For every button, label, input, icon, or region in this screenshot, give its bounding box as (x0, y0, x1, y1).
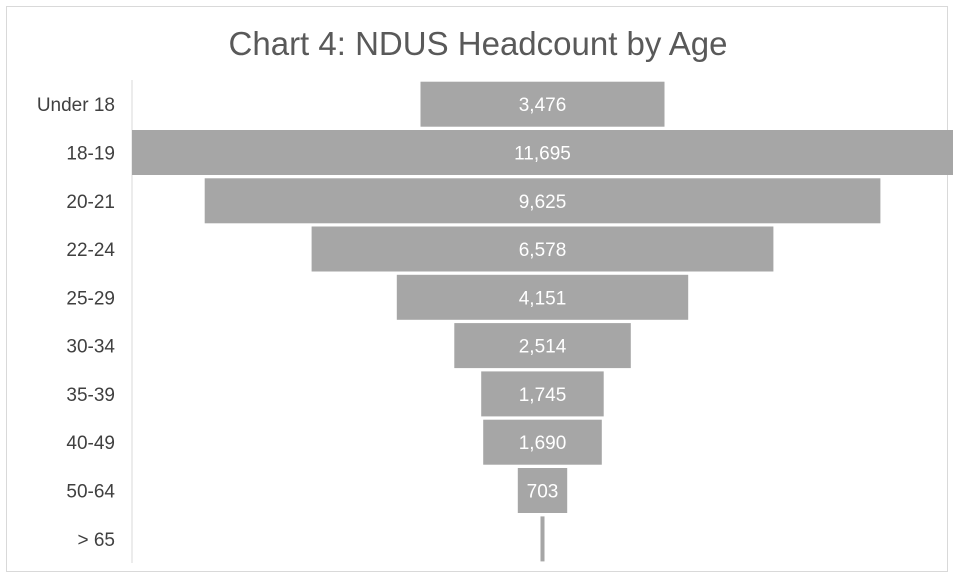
value-label-8: 703 (527, 482, 559, 503)
funnel-bar-0 (420, 81, 665, 127)
category-label-1: 18-19 (66, 144, 115, 165)
category-label-3: 22-24 (66, 240, 115, 261)
category-label-0: Under 18 (37, 95, 115, 116)
funnel-bar-7 (483, 419, 602, 465)
funnel-bar-2 (204, 178, 881, 224)
funnel-bar-8 (517, 468, 568, 513)
funnel-bar-5 (454, 323, 631, 369)
funnel-bar-9 (540, 516, 545, 562)
value-label-3: 6,578 (519, 240, 567, 261)
value-label-2: 9,625 (519, 192, 567, 213)
value-label-5: 2,514 (519, 337, 567, 358)
value-label-6: 1,745 (519, 385, 567, 406)
value-label-4: 4,151 (519, 288, 567, 309)
value-label-7: 1,690 (519, 433, 567, 454)
category-label-5: 30-34 (66, 337, 115, 358)
category-label-9: > 65 (77, 530, 115, 551)
chart-title: Chart 4: NDUS Headcount by Age (228, 25, 728, 62)
category-label-7: 40-49 (66, 433, 115, 454)
funnel-bar-3 (311, 226, 774, 272)
value-label-0: 3,476 (519, 95, 567, 116)
funnel-bar-1 (132, 130, 953, 175)
category-label-2: 20-21 (66, 192, 115, 213)
funnel-bar-4 (396, 274, 689, 320)
value-label-1: 11,695 (514, 144, 571, 165)
funnel-bar-6 (481, 371, 604, 417)
category-label-6: 35-39 (66, 385, 115, 406)
category-label-8: 50-64 (66, 482, 115, 503)
category-label-4: 25-29 (66, 288, 115, 309)
